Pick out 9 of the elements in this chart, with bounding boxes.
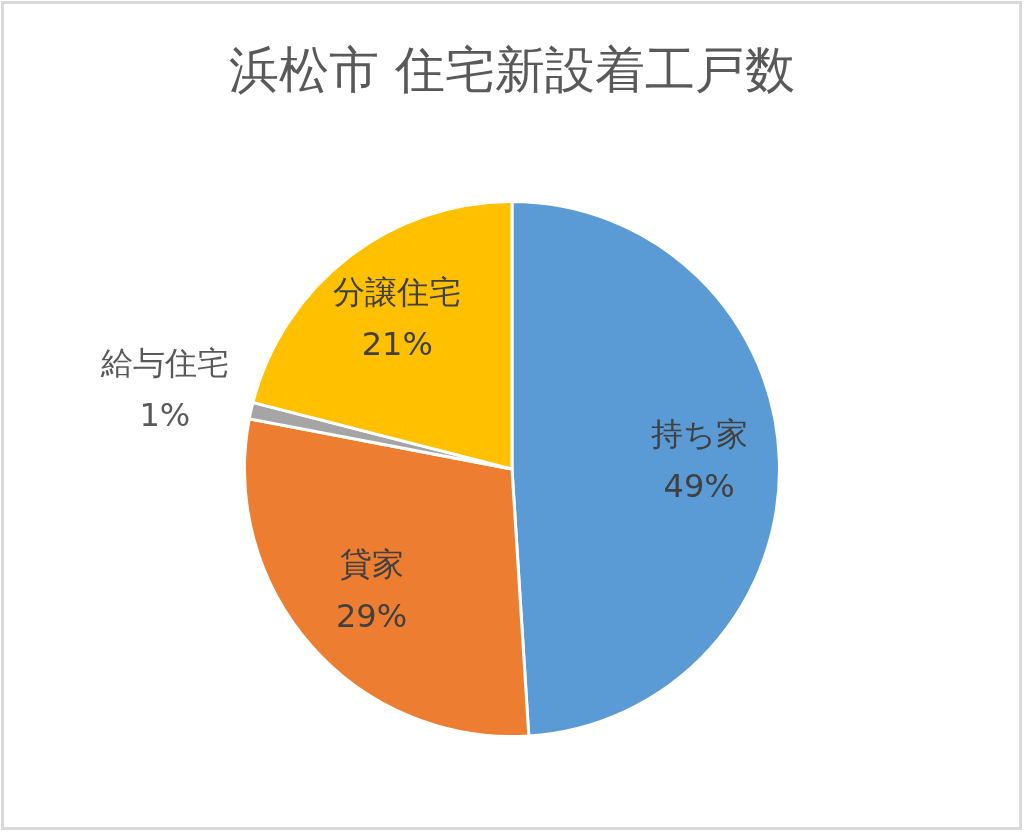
data-label: 1% bbox=[139, 395, 191, 434]
chart-title: 浜松市 住宅新設着工戸数 bbox=[229, 40, 795, 99]
slice-label: 給与住宅 bbox=[99, 343, 229, 382]
data-label: 49% bbox=[663, 467, 735, 506]
slice-label: 分譲住宅 bbox=[333, 273, 462, 312]
slice-label: 貸家 bbox=[339, 545, 404, 584]
data-label: 29% bbox=[335, 597, 408, 636]
data-label: 21% bbox=[361, 325, 433, 364]
slice-label: 持ち家 bbox=[650, 415, 748, 454]
